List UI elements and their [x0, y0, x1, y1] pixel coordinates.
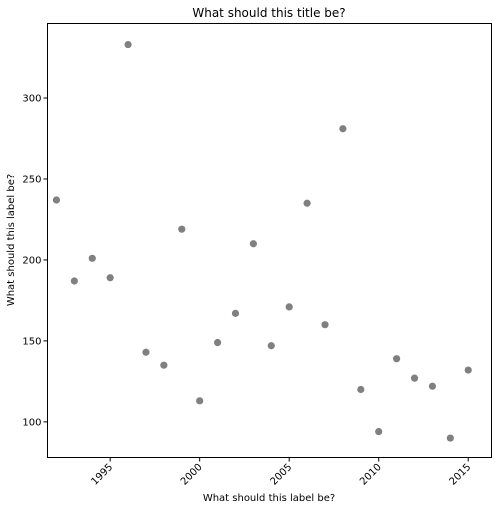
y-tick-label: 100 [22, 417, 41, 428]
scatter-point [303, 199, 311, 207]
x-tick-label: 2015 [448, 462, 474, 488]
scatter-point [231, 309, 240, 317]
y-tick-label: 150 [22, 336, 41, 347]
y-axis: 100 150 200 250 300 [22, 93, 48, 428]
x-tick-label: 2010 [358, 462, 384, 488]
scatter-point [213, 338, 222, 347]
scatter-point [446, 434, 454, 442]
scatter-point [339, 125, 347, 133]
data-points [52, 40, 472, 442]
scatter-point [52, 196, 61, 204]
scatter-point [393, 355, 401, 363]
x-axis-label: What should this label be? [203, 493, 335, 504]
x-tick-label: 2000 [179, 462, 205, 488]
scatter-point [178, 225, 186, 233]
scatter-point [428, 382, 437, 390]
y-tick-label: 200 [22, 255, 41, 266]
y-axis-label: What should this label be? [6, 174, 17, 306]
scatter-point [321, 321, 329, 329]
x-tick-label: 1995 [90, 462, 116, 488]
scatter-point [249, 240, 257, 248]
scatter-point [70, 277, 78, 285]
scatter-point [267, 342, 275, 350]
scatter-point [106, 274, 114, 282]
scatter-point [375, 427, 383, 436]
scatter-point [88, 254, 96, 262]
scatter-point [285, 303, 293, 311]
scatter-point [196, 397, 204, 405]
scatter-point [410, 374, 419, 382]
x-axis: 1995 2000 2005 2010 2015 [90, 457, 474, 488]
scatter-point [357, 385, 365, 394]
chart-title: What should this title be? [192, 6, 345, 20]
y-tick-label: 300 [22, 93, 41, 104]
scatter-point [464, 366, 472, 374]
x-tick-label: 2005 [269, 462, 295, 488]
y-tick-label: 250 [22, 174, 41, 185]
scatter-point [142, 348, 150, 356]
plot-area [47, 23, 492, 458]
scatter-point [124, 40, 132, 49]
scatter-point [160, 361, 168, 369]
